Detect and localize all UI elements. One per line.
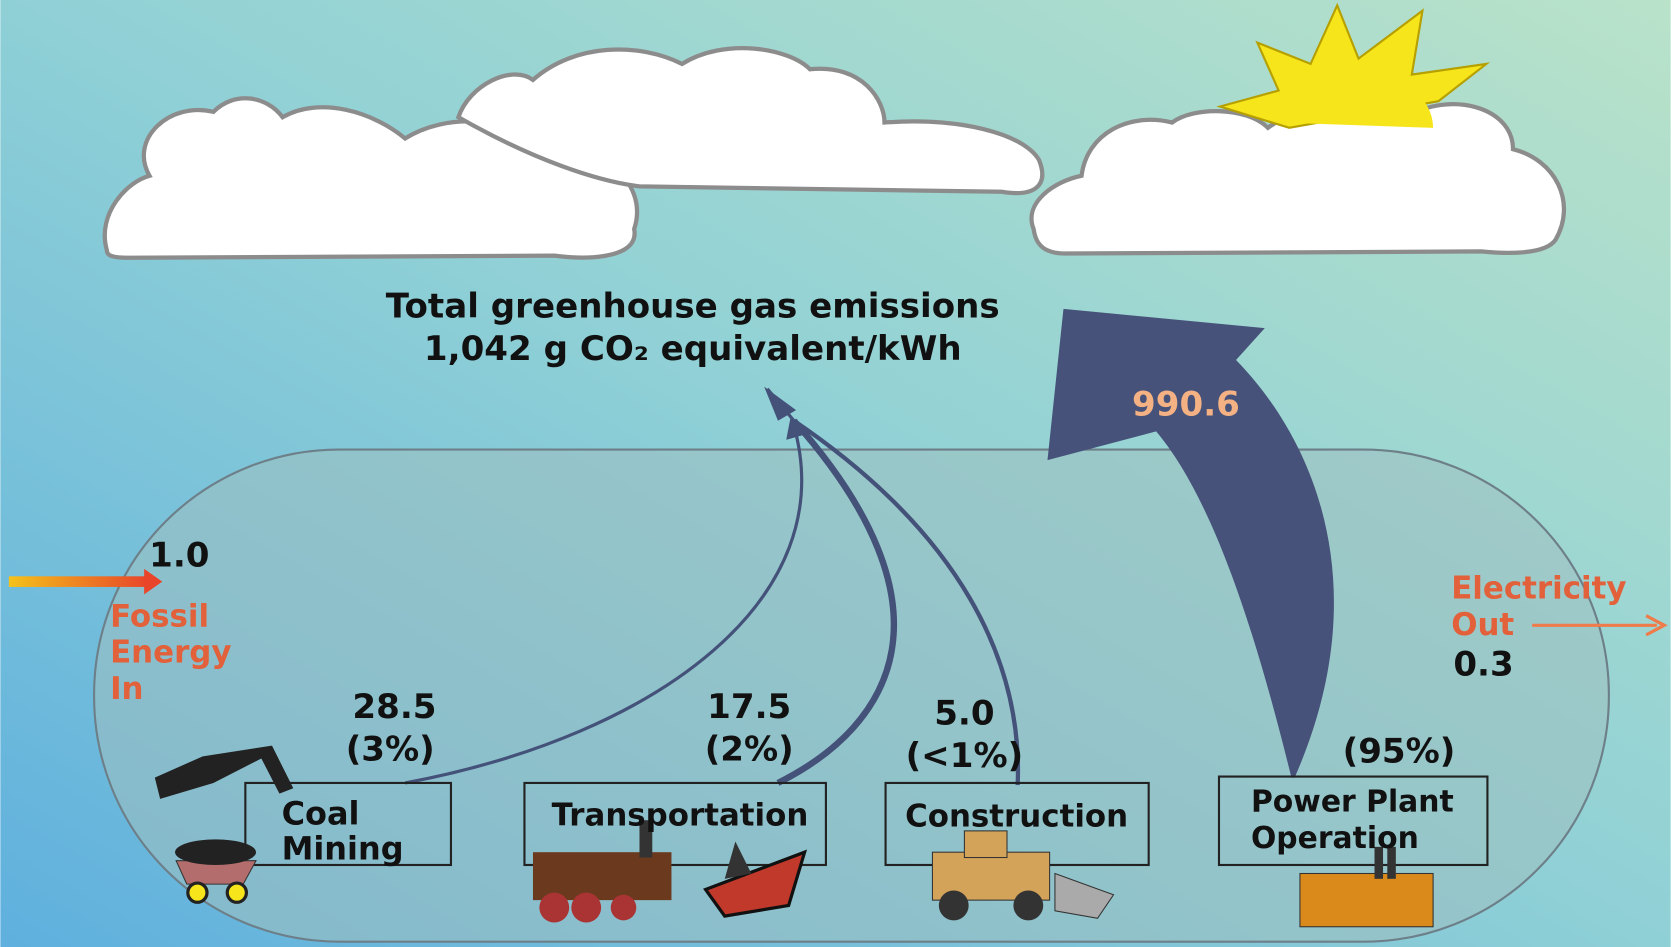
total-title: Total greenhouse gas emissions: [386, 286, 1000, 326]
page: Total greenhouse gas emissions 1,042 g C…: [0, 0, 1671, 947]
input-label: In: [110, 671, 143, 707]
output-label: Out: [1451, 607, 1514, 643]
input-value: 1.0: [149, 536, 209, 576]
input-label: Energy: [110, 635, 231, 671]
input-label: Fossil: [110, 598, 209, 634]
stage-label: Construction: [905, 799, 1128, 835]
stage-label: Coal: [282, 794, 360, 832]
stage-value: 17.5: [707, 687, 791, 727]
stage-share: (2%): [705, 730, 794, 770]
stage-share: (95%): [1343, 732, 1456, 772]
stage-share: (3%): [346, 730, 435, 770]
stage-label: Operation: [1251, 821, 1419, 856]
stage-value: 990.6: [1132, 384, 1240, 424]
stage-share: (<1%): [906, 736, 1024, 776]
diagram: Total greenhouse gas emissions 1,042 g C…: [0, 0, 1671, 947]
output-label: Electricity: [1451, 571, 1626, 607]
output-value: 0.3: [1453, 644, 1513, 684]
stage-label: Power Plant: [1251, 785, 1454, 820]
stage-label: Transportation: [552, 798, 809, 834]
stage-label: Mining: [282, 830, 404, 868]
input-arrow: [9, 576, 147, 587]
stage-value: 5.0: [934, 693, 994, 733]
total-value: 1,042 g CO₂ equivalent/kWh: [424, 329, 962, 369]
stage-value: 28.5: [352, 687, 436, 727]
